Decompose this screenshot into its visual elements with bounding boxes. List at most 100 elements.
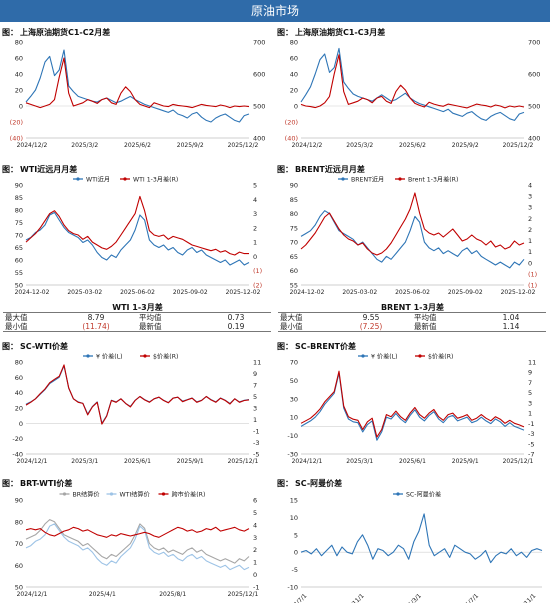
y2-tick-label: 5 [528, 389, 532, 397]
y2-tick-label: 400 [253, 135, 265, 143]
legend-marker [396, 492, 400, 496]
y2-tick-label: 400 [528, 135, 540, 143]
panel-title-wti-spread: 图： WTI近远月月差 [2, 165, 78, 174]
y-tick-label: 40 [15, 389, 23, 397]
series-line [300, 47, 525, 121]
y2-tick-label: -7 [528, 451, 534, 459]
x-tick-label: 2025-06-02 [395, 289, 430, 296]
stats-row: 最小值 (7.25) 最新值 1.14 [278, 322, 546, 332]
y2-tick-label: 11 [528, 359, 536, 367]
legend-label: WTI近月 [86, 176, 110, 184]
y2-tick-label: 700 [528, 39, 540, 47]
y-tick-label: 80 [290, 210, 298, 218]
y2-tick-label: -5 [253, 451, 259, 459]
x-tick-label: 2025/12/1 [228, 591, 259, 598]
y-tick-label: 70 [15, 232, 23, 240]
y2-tick-label: 0 [253, 571, 257, 579]
series-line [25, 195, 249, 256]
panel-title-sc-oman: 图： SC-阿曼价差 [277, 479, 343, 488]
stats-title-wti: WTI 1-3月差 [112, 303, 163, 312]
y2-tick-label: 4 [253, 196, 257, 204]
stats-key: 最新值 [137, 322, 201, 332]
y-tick-label: (20) [285, 119, 298, 127]
y-tick-label: 20 [290, 87, 298, 95]
stats-key: 最小值 [3, 322, 55, 332]
y2-tick-label: 4 [528, 182, 532, 190]
series-line [25, 519, 250, 564]
y-tick-label: 50 [290, 377, 298, 385]
stats-table-brent: 最大值 9.55 平均值 1.04 最小值 (7.25) 最新值 1.14 [278, 312, 546, 332]
x-tick-label: 2025-09-02 [173, 289, 208, 296]
legend-marker [143, 354, 147, 358]
y2-tick-label: 600 [528, 71, 540, 79]
legend-marker [398, 177, 402, 181]
chart-sc-brent: 70 50 30 10 -10 -30 11 9 7 5 3 1 -1 -3 -5 -7 2024/12/1 20… [287, 353, 536, 466]
y2-tick-label: 9 [528, 369, 532, 377]
x-tick-label: 2025/9/2 [452, 142, 479, 149]
y-tick-label: 10 [290, 514, 298, 522]
y-tick-label: 80 [15, 359, 23, 367]
y-tick-label: 60 [290, 55, 298, 63]
x-tick-label: 2024-12-02 [290, 289, 325, 296]
section-banner: 原油市场 [0, 0, 550, 22]
y-tick-label: 40 [15, 71, 23, 79]
y2-tick-label: 1 [528, 237, 532, 245]
y-tick-label: 20 [15, 87, 23, 95]
y2-tick-label: -1 [253, 584, 259, 592]
y2-tick-label: 4 [253, 521, 257, 529]
x-tick-label: 2025/11/1 [511, 592, 538, 603]
stats-value: 0.19 [201, 322, 271, 332]
y-tick-label: 80 [290, 39, 298, 47]
y-tick-label: 60 [15, 374, 23, 382]
x-tick-label: 2025/9/2 [177, 142, 204, 149]
x-tick-label: 2024/12/1 [17, 591, 48, 598]
panel-title-brt-wti: 图： BRT-WTI价差 [2, 479, 73, 488]
y-tick-label: 55 [290, 282, 298, 290]
stats-value: 1.14 [476, 322, 546, 332]
y-tick-label: 90 [15, 182, 23, 190]
y-tick-label: -20 [12, 435, 23, 443]
x-tick-label: 2024/12/2 [292, 142, 323, 149]
x-tick-label: 2025/9/1 [452, 458, 479, 465]
stats-key: 最新值 [412, 322, 476, 332]
x-tick-label: 2025/9/1 [177, 458, 204, 465]
y-tick-label: 70 [290, 359, 298, 367]
y-tick-label: 65 [290, 253, 298, 261]
y-tick-label: 60 [15, 257, 23, 265]
x-tick-label: 2025-03-02 [342, 289, 377, 296]
legend-marker [161, 492, 166, 496]
y2-tick-label: 1 [253, 239, 257, 247]
legend-label: WTI 1-3月差(R) [133, 176, 178, 184]
stats-table-wti: 最大值 8.79 平均值 0.73 最小值 (11.74) 最新值 0.19 [3, 312, 271, 332]
legend-label: ¥ 价差(L) [371, 353, 398, 361]
y2-tick-label: -1 [528, 420, 534, 428]
panel-title-brent-spread: 图： BRENT近远月月差 [277, 165, 365, 174]
legend-marker [62, 492, 67, 496]
y-tick-label: 10 [290, 414, 298, 422]
stats-row: 最大值 8.79 平均值 0.73 [3, 312, 271, 322]
x-tick-label: 2025/7/1 [456, 592, 480, 603]
x-tick-label: 2025/6/1 [124, 458, 151, 465]
y2-tick-label: 700 [253, 39, 265, 47]
panel-title-sc-c1c2: 图： 上海原油期货C1-C2月差 [2, 28, 111, 37]
y-tick-label: 50 [15, 282, 23, 290]
y2-tick-label: 3 [253, 210, 257, 218]
y-tick-label: 60 [15, 562, 23, 570]
legend-marker [418, 354, 422, 358]
y2-tick-label: (2) [253, 282, 262, 290]
x-tick-label: 2025/12/2 [503, 142, 534, 149]
series-line [300, 192, 525, 256]
x-tick-label: 2024/12/2 [17, 142, 48, 149]
legend-label: SC-阿曼价差 [406, 491, 441, 499]
y2-tick-label: 0 [528, 259, 532, 267]
x-tick-label: 2024/12/1 [292, 458, 323, 465]
y2-tick-label: 1 [528, 410, 532, 418]
stats-title-brent: BRENT 1-3月差 [380, 303, 445, 312]
panel-title-sc-wti: 图： SC-WTI价差 [2, 342, 69, 351]
y-tick-label: 80 [15, 207, 23, 215]
y2-tick-label: 500 [528, 103, 540, 111]
y2-tick-label: 3 [528, 204, 532, 212]
panel-title-sc-brent: 图： SC-BRENT价差 [277, 342, 357, 351]
legend-label: $价差(R) [153, 353, 178, 361]
series-line [25, 364, 250, 425]
